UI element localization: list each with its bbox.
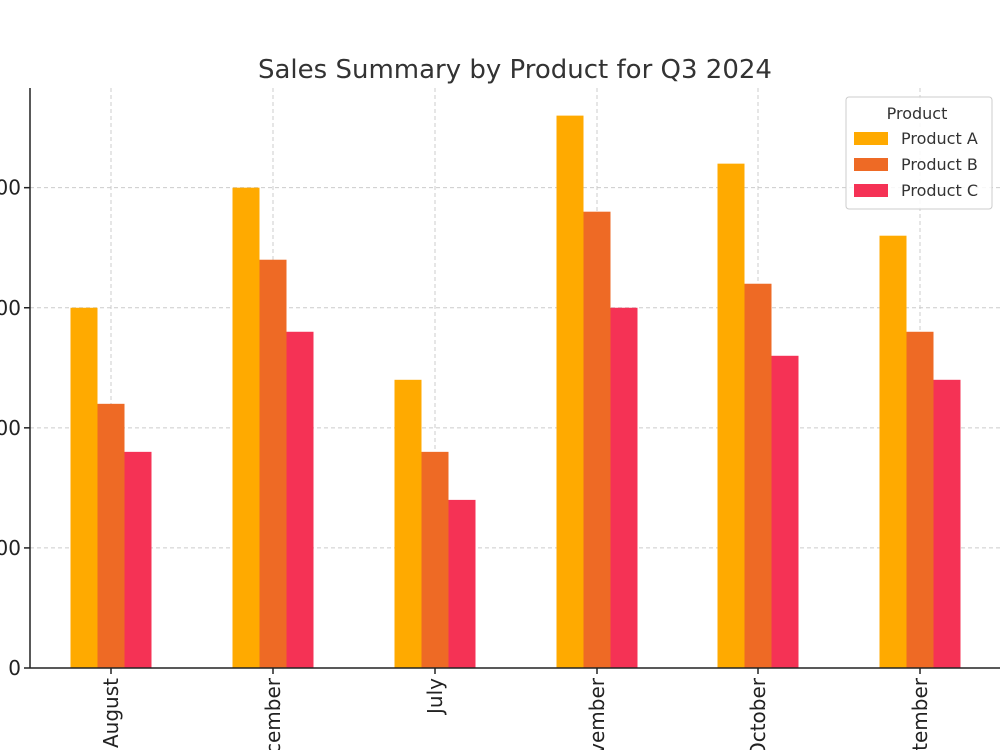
bar-product-b-august [97,403,125,668]
legend-label: Product C [901,181,978,200]
bar-product-b-september [906,331,934,668]
bar-product-b-july [421,451,449,668]
legend-swatch-product-c [854,184,888,197]
bar-product-a-october [717,163,745,669]
x-tick-label: cember [261,677,285,750]
bar-product-c-november [610,307,638,668]
bar-product-a-august [70,307,98,668]
bar-product-c-july [448,499,476,668]
x-tick-label: vember [585,677,609,750]
legend-swatch-product-b [854,158,888,171]
chart-title: Sales Summary by Product for Q3 2024 [258,55,772,85]
legend-title: Product [887,104,948,123]
y-tick-label: 00 [0,176,21,200]
x-tick-label: August [99,678,123,748]
bar-product-b-december [259,259,287,668]
bar-product-b-october [744,283,772,668]
y-tick-label: 00 [0,536,21,560]
legend-box [845,96,993,210]
bar-product-a-december [232,187,260,668]
y-tick-label: 0 [8,656,21,680]
legend-label: Product B [901,155,978,174]
y-tick-label: 00 [0,296,21,320]
bar-product-a-november [556,115,584,669]
bars-layer [70,115,961,669]
bar-product-a-july [394,379,422,668]
bar-product-c-september [933,379,961,668]
bar-product-b-november [583,211,611,668]
x-tick-label: July [423,678,447,716]
bar-product-c-december [286,331,314,668]
x-tick-label: tember [908,677,932,750]
axes-layer [29,88,1000,669]
bar-product-c-august [124,451,152,668]
legend: Product Product A Product B Product C [845,96,993,210]
legend-label: Product A [901,129,978,148]
bar-product-a-september [879,235,907,669]
bar-product-c-october [771,355,799,668]
legend-swatch-product-a [854,132,888,145]
x-tick-label: October [746,677,770,750]
y-tick-label: 00 [0,416,21,440]
